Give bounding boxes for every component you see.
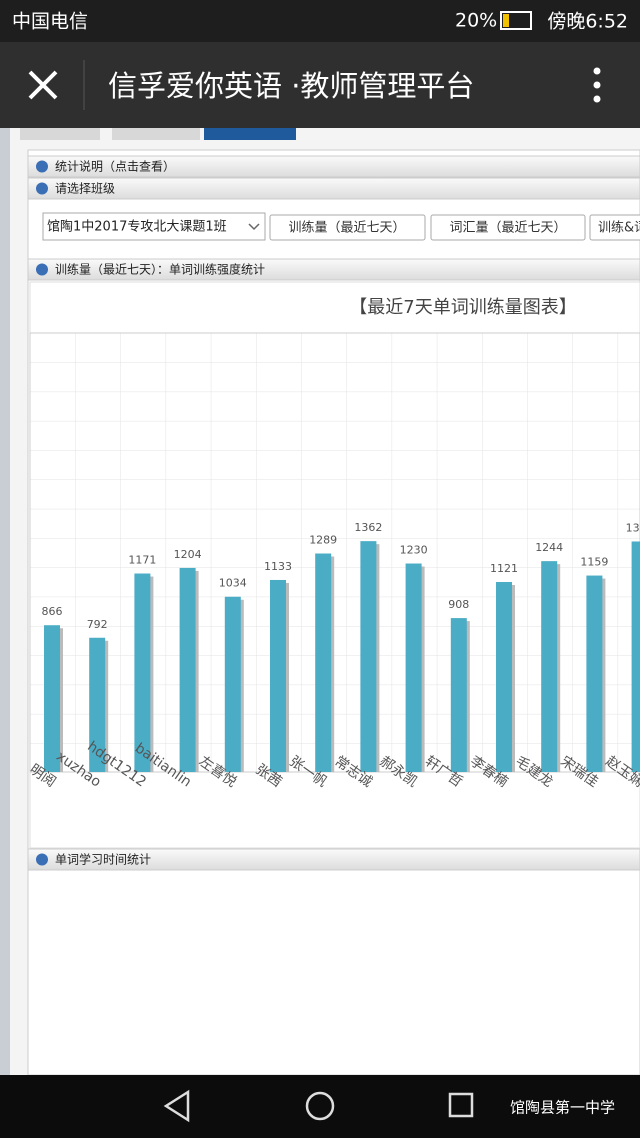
panel-header <box>27 155 640 178</box>
value-label: 1289 <box>309 534 337 547</box>
close-button[interactable] <box>28 70 58 100</box>
nav-bar <box>0 1075 640 1138</box>
value-label: 1171 <box>128 554 156 567</box>
app-title: 信孚爱你英语 ·教师管理平台 <box>108 69 474 103</box>
battery-percent: 20% <box>455 10 497 32</box>
value-label: 1230 <box>400 544 428 557</box>
home-button[interactable] <box>305 1091 335 1121</box>
bar <box>541 561 558 772</box>
status-bar <box>0 0 640 42</box>
button[interactable] <box>430 214 586 241</box>
panel-icon <box>36 263 48 276</box>
bar <box>360 541 377 772</box>
plot-area <box>29 332 640 773</box>
value-label: 866 <box>42 605 63 618</box>
value-label: 1121 <box>490 562 518 575</box>
tab-active[interactable] <box>204 128 296 140</box>
button-label: 训练&词 <box>598 221 640 236</box>
panel-header-text: 请选择班级 <box>55 182 115 196</box>
clock: 傍晚6:52 <box>547 11 628 33</box>
bar <box>631 541 640 772</box>
chart-title: 【最近7天单词训练量图表】 <box>349 297 576 318</box>
value-label: 1133 <box>264 560 292 573</box>
value-label: 908 <box>448 598 469 611</box>
carrier: 中国电信 <box>12 11 88 33</box>
value-label: 1362 <box>354 521 382 534</box>
value-label: 1034 <box>219 577 247 590</box>
value-label: 792 <box>87 618 108 631</box>
class-select[interactable] <box>42 212 266 241</box>
app-bar <box>0 42 640 128</box>
panel-header-text: 统计说明（点击查看） <box>55 159 175 174</box>
button-label: 训练量（最近七天） <box>288 221 405 236</box>
recent-button[interactable] <box>448 1092 474 1118</box>
panel-header <box>27 848 640 871</box>
bar <box>405 563 422 772</box>
panel-header <box>27 258 640 281</box>
bar <box>270 579 286 772</box>
tab[interactable] <box>112 128 200 140</box>
bar <box>224 596 241 772</box>
value-label: 1360 <box>626 521 640 534</box>
bar <box>44 625 60 772</box>
button[interactable] <box>269 214 426 241</box>
side-strip <box>0 128 10 1075</box>
value-label: 1159 <box>580 556 608 569</box>
panel-header-text: 单词学习时间统计 <box>55 852 151 867</box>
bar <box>586 575 603 772</box>
bar <box>315 553 332 772</box>
value-label: 1244 <box>535 541 563 554</box>
bar <box>496 581 512 772</box>
bar <box>89 637 106 772</box>
button[interactable] <box>589 214 640 241</box>
panel-icon <box>36 182 48 195</box>
panel-header <box>27 177 640 200</box>
watermark: 馆陶县第一中学 <box>510 1099 615 1117</box>
panel-icon <box>36 160 48 173</box>
panel-header-text: 训练量（最近七天）：单词训练强度统计 <box>55 262 265 277</box>
select-arrow <box>248 223 260 231</box>
bar <box>450 618 467 772</box>
battery-icon <box>500 11 532 30</box>
bar <box>134 573 151 772</box>
battery-level <box>503 14 509 27</box>
panel-icon <box>36 853 48 866</box>
back-button[interactable] <box>163 1089 190 1123</box>
class-select-text: 馆陶1中2017专攻北大课题1班 <box>47 219 227 235</box>
button-label: 词汇量（最近七天） <box>449 221 566 236</box>
tab[interactable] <box>20 128 100 140</box>
bar <box>179 567 196 772</box>
value-label: 1204 <box>174 548 202 561</box>
menu-button[interactable] <box>593 67 601 103</box>
